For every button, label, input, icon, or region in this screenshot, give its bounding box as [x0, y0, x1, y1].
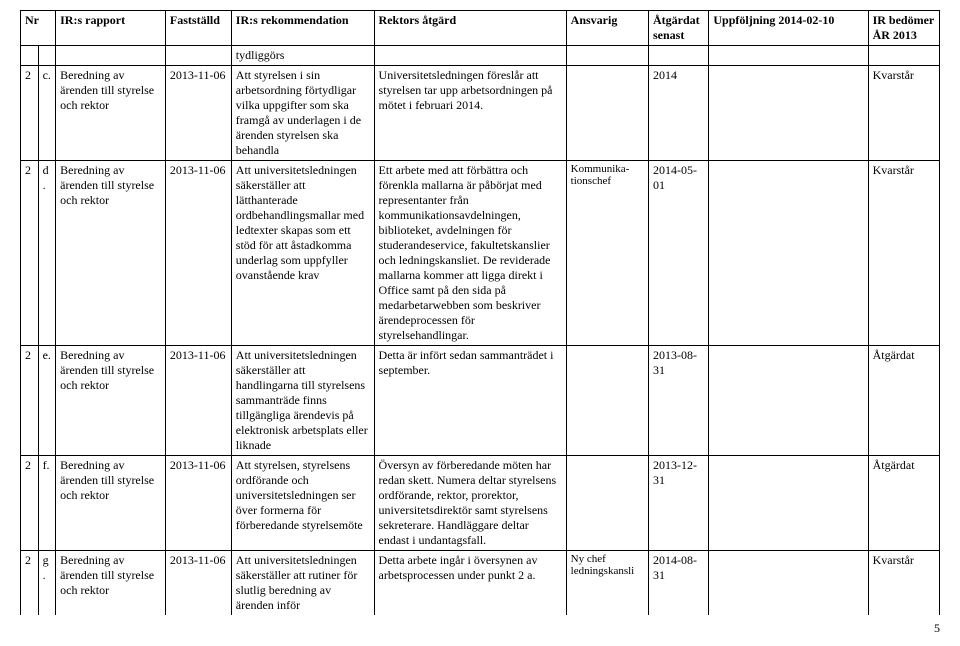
cell-uppf [709, 66, 868, 161]
cell-fast: 2013-11-06 [165, 161, 231, 346]
cell-n1: 2 [21, 551, 39, 616]
header-ansv: Ansvarig [566, 11, 648, 46]
cell-atg: 2013-12-31 [649, 456, 709, 551]
table-row: 2g.Beredning av ärenden till styrelse oc… [21, 551, 940, 616]
cell-n2: c. [38, 66, 56, 161]
continuation-rekom: tydliggörs [231, 46, 374, 66]
cell-rektor: Universitetsledningen föreslår att styre… [374, 66, 566, 161]
cell-n1: 2 [21, 346, 39, 456]
table-row: 2f.Beredning av ärenden till styrelse oc… [21, 456, 940, 551]
cell-n1: 2 [21, 456, 39, 551]
table-row: 2c.Beredning av ärenden till styrelse oc… [21, 66, 940, 161]
cell-fast: 2013-11-06 [165, 346, 231, 456]
cell-uppf [709, 161, 868, 346]
cell-rapport: Beredning av ärenden till styrelse och r… [56, 551, 166, 616]
cell-ansv [566, 456, 648, 551]
page-number: 5 [20, 615, 940, 636]
continuation-row: tydliggörs [21, 46, 940, 66]
cell-rapport: Beredning av ärenden till styrelse och r… [56, 346, 166, 456]
header-rektor: Rektors åtgärd [374, 11, 566, 46]
cell-uppf [709, 346, 868, 456]
header-bedom: IR bedömer ÅR 2013 [868, 11, 939, 46]
cell-rapport: Beredning av ärenden till styrelse och r… [56, 66, 166, 161]
cell-rapport: Beredning av ärenden till styrelse och r… [56, 161, 166, 346]
cell-n2: f. [38, 456, 56, 551]
cell-atg: 2014-05-01 [649, 161, 709, 346]
cell-rapport: Beredning av ärenden till styrelse och r… [56, 456, 166, 551]
cell-n2: d. [38, 161, 56, 346]
cell-rektor: Detta arbete ingår i översynen av arbets… [374, 551, 566, 616]
cell-rekom: Att styrelsen i sin arbetsordning förtyd… [231, 66, 374, 161]
cell-n2: g. [38, 551, 56, 616]
cell-bedom: Kvarstår [868, 161, 939, 346]
cell-n1: 2 [21, 161, 39, 346]
table-body: 2c.Beredning av ärenden till styrelse oc… [21, 66, 940, 616]
header-rekom: IR:s rekommendation [231, 11, 374, 46]
cell-uppf [709, 456, 868, 551]
header-uppf: Uppföljning 2014-02-10 [709, 11, 868, 46]
table-header: Nr IR:s rapport Fastställd IR:s rekommen… [21, 11, 940, 66]
cell-uppf [709, 551, 868, 616]
cell-atg: 2014 [649, 66, 709, 161]
cell-bedom: Kvarstår [868, 551, 939, 616]
cell-rekom: Att universitetsledningen säkerställer a… [231, 346, 374, 456]
cell-rektor: Ett arbete med att förbättra och förenkl… [374, 161, 566, 346]
cell-ansv: Ny chef ledningskansli [566, 551, 648, 616]
header-fast: Fastställd [165, 11, 231, 46]
header-atg: Åtgärdat senast [649, 11, 709, 46]
cell-rekom: Att universitetsledningen säkerställer a… [231, 161, 374, 346]
cell-ansv: Kommunika-tionschef [566, 161, 648, 346]
cell-rekom: Att styrelsen, styrelsens ordförande och… [231, 456, 374, 551]
header-nr: Nr [21, 11, 56, 46]
cell-n1: 2 [21, 66, 39, 161]
cell-rekom: Att universitetsledningen säkerställer a… [231, 551, 374, 616]
cell-bedom: Åtgärdat [868, 456, 939, 551]
cell-fast: 2013-11-06 [165, 551, 231, 616]
table-row: 2d.Beredning av ärenden till styrelse oc… [21, 161, 940, 346]
cell-fast: 2013-11-06 [165, 66, 231, 161]
cell-atg: 2014-08-31 [649, 551, 709, 616]
cell-ansv [566, 346, 648, 456]
cell-ansv [566, 66, 648, 161]
cell-rektor: Detta är infört sedan sammanträdet i sep… [374, 346, 566, 456]
cell-atg: 2013-08-31 [649, 346, 709, 456]
table-row: 2e.Beredning av ärenden till styrelse oc… [21, 346, 940, 456]
cell-fast: 2013-11-06 [165, 456, 231, 551]
cell-n2: e. [38, 346, 56, 456]
cell-rektor: Översyn av förberedande möten har redan … [374, 456, 566, 551]
report-table: Nr IR:s rapport Fastställd IR:s rekommen… [20, 10, 940, 615]
header-rapport: IR:s rapport [56, 11, 166, 46]
cell-bedom: Åtgärdat [868, 346, 939, 456]
cell-bedom: Kvarstår [868, 66, 939, 161]
